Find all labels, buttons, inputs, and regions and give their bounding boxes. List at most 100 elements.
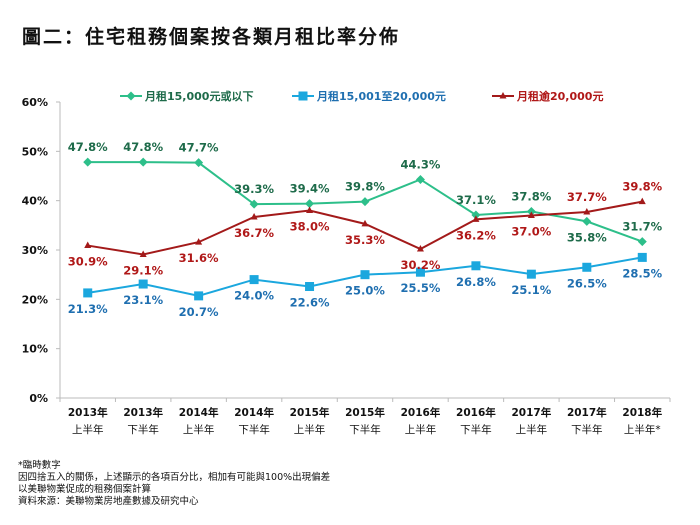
x-tick-label: 2016年 [456,406,496,419]
x-tick-label: 2016年 [401,406,441,419]
data-point-square [582,262,592,272]
data-point-square [83,288,93,298]
data-label: 39.8% [345,180,385,194]
data-label: 37.0% [511,224,551,238]
data-label: 39.4% [290,182,330,196]
data-point-square [637,252,647,262]
x-tick-label: 下半年 [127,423,159,436]
legend: 月租15,000元或以下 月租15,001至20,000元 月租逾20,000元 [120,89,603,103]
data-point-diamond [305,199,315,209]
data-label: 25.5% [401,281,441,295]
footnote-source: 資料來源：美聯物業房地產數據及研究中心 [18,496,199,507]
data-label: 36.2% [456,228,496,242]
y-tick-label: 30% [22,244,48,257]
data-label: 25.0% [345,284,385,298]
data-point-triangle [583,208,591,215]
data-label: 29.1% [123,263,163,277]
data-label: 28.5% [622,266,662,280]
data-point-triangle [250,212,258,220]
y-tick-label: 0% [29,392,48,405]
data-label: 35.8% [567,230,607,244]
y-tick-label: 20% [22,293,48,306]
data-label: 25.1% [511,283,551,297]
x-tick-label: 上半年 [405,423,437,436]
data-point-triangle [195,238,203,245]
data-label: 39.3% [234,182,274,196]
x-tick-label: 2013年 [123,406,163,419]
data-point-triangle [499,92,507,99]
data-point-triangle [361,219,369,227]
data-point-diamond [471,210,481,220]
data-label: 36.7% [234,226,274,240]
data-point-diamond [249,199,259,209]
x-tick-label: 上半年 [72,423,104,436]
x-tick-label: 上半年 [294,423,326,436]
x-tick-label: 上半年 [183,423,215,436]
data-label: 47.8% [68,140,108,154]
data-label: 31.6% [179,251,219,265]
data-point-square [415,267,425,277]
data-label: 20.7% [179,305,219,319]
footnote-provisional: *臨時數字 [18,460,61,471]
legend-item: 月租15,000元或以下 [120,89,253,103]
data-labels: 47.8% 47.8% 47.7% 39.3% 39.4% 39.8% 44.3% 37.1%… [68,140,663,319]
data-label: 35.3% [345,233,385,247]
data-point-triangle [139,250,147,257]
data-point-diamond [126,91,136,101]
data-point-square [526,269,536,279]
data-point-diamond [138,157,148,167]
legend-item: 月租逾20,000元 [492,89,603,103]
x-tick-label: 上半年* [624,423,661,436]
data-point-triangle [638,197,646,205]
data-label: 23.1% [123,293,163,307]
footnote-rounding: 因四捨五入的關係，上述顯示的各項百分比，相加有可能與100%出現偏差 [18,472,331,483]
data-label: 37.1% [456,193,496,207]
data-point-diamond [194,158,204,168]
data-label: 44.3% [401,157,441,171]
data-point-square [249,275,259,285]
data-point-triangle [306,206,314,214]
data-label: 31.7% [622,220,662,234]
x-tick-label: 2014年 [234,406,274,419]
data-point-diamond [360,197,370,207]
series-lines [83,157,647,301]
data-label: 47.8% [123,140,163,154]
x-tick-label: 2014年 [179,406,219,419]
x-tick-label: 上半年 [516,423,548,436]
data-point-square [360,270,370,280]
data-point-triangle [527,211,535,218]
x-tick-label: 下半年 [571,423,603,436]
y-tick-label: 50% [22,145,48,158]
data-label: 22.6% [290,296,330,310]
x-tick-label: 2015年 [345,406,385,419]
legend-item: 月租15,001至20,000元 [292,90,446,103]
series-triangle [84,197,646,257]
x-tick-label: 2018年 [622,406,662,419]
x-tick-label: 2013年 [68,406,108,419]
data-label: 26.5% [567,276,607,290]
data-label: 30.2% [401,258,441,272]
legend-label: 月租15,000元或以下 [144,89,253,103]
data-label: 37.8% [511,190,551,204]
data-point-square [298,91,308,101]
data-label: 26.8% [456,275,496,289]
data-label: 24.0% [234,289,274,303]
x-tick-label: 2015年 [290,406,330,419]
chart-title: 圖二：住宅租務個案按各類月租比率分佈 [22,26,401,48]
data-label: 39.8% [622,180,662,194]
data-label: 37.7% [567,190,607,204]
data-point-diamond [415,174,425,184]
data-point-square [305,282,315,292]
legend-label: 月租15,001至20,000元 [316,90,446,103]
legend-label: 月租逾20,000元 [516,89,603,103]
data-label: 47.7% [179,141,219,155]
y-tick-label: 10% [22,343,48,356]
y-tick-label: 40% [22,195,48,208]
footnote-basis: 以美聯物業促成的租務個案計算 [18,484,152,495]
data-point-triangle [84,241,92,249]
data-label: 30.9% [68,255,108,269]
x-tick-label: 下半年 [238,423,270,436]
data-point-square [194,291,204,301]
series-square [83,252,647,301]
